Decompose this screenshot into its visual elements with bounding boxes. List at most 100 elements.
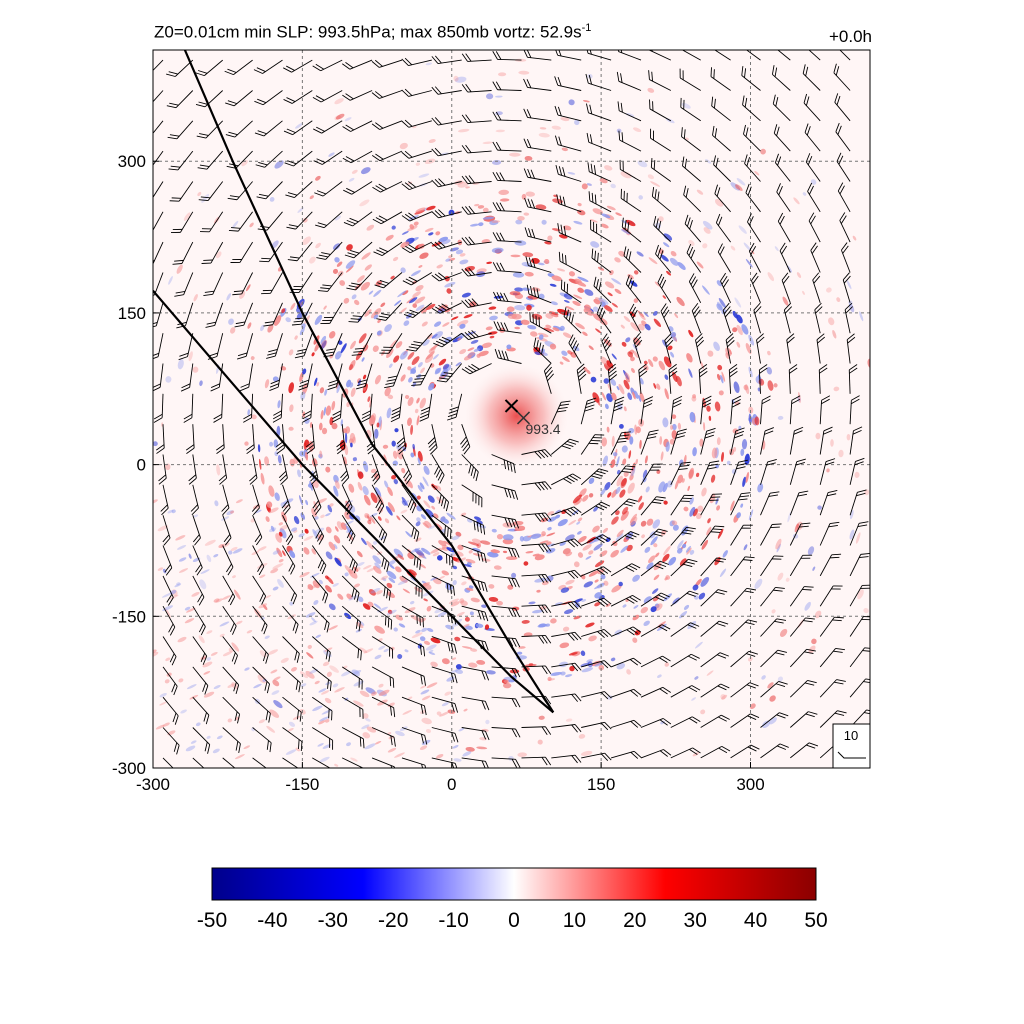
vorticity-blob <box>593 543 603 551</box>
vorticity-blob <box>500 198 510 202</box>
vorticity-blob <box>877 469 881 478</box>
vorticity-blob <box>260 324 265 332</box>
vorticity-blob <box>329 665 339 673</box>
wind-barb <box>162 727 180 755</box>
vorticity-blob <box>629 280 638 287</box>
vorticity-blob <box>361 357 365 362</box>
vorticity-blob <box>352 457 357 462</box>
vorticity-blob <box>423 500 431 509</box>
wind-barb <box>158 454 167 485</box>
vorticity-blob <box>543 327 555 332</box>
vorticity-blob <box>671 520 678 526</box>
vorticity-blob <box>743 544 748 551</box>
vorticity-blob <box>417 457 421 466</box>
vorticity-blob <box>859 311 864 322</box>
vorticity-blob <box>376 781 387 789</box>
wind-barb <box>188 454 197 485</box>
vorticity-blob <box>546 777 558 780</box>
vorticity-blob <box>604 481 611 491</box>
vorticity-blob <box>516 651 523 655</box>
wind-barb <box>311 484 322 515</box>
vorticity-blob <box>416 517 421 522</box>
vorticity-blob <box>581 599 587 602</box>
vorticity-blob <box>525 550 534 554</box>
vorticity-blob <box>716 301 724 311</box>
vorticity-blob <box>435 231 441 236</box>
vorticity-blob <box>459 598 465 604</box>
vorticity-blob <box>518 646 526 649</box>
wind-barb <box>284 150 313 167</box>
vorticity-blob <box>415 629 421 634</box>
vorticity-blob <box>388 577 396 583</box>
wind-barb <box>269 363 283 392</box>
vorticity-blob <box>137 474 143 486</box>
vorticity-blob <box>414 296 426 304</box>
vorticity-blob <box>268 507 279 514</box>
vorticity-blob <box>486 93 494 100</box>
vorticity-blob <box>607 492 612 498</box>
vorticity-blob <box>480 540 491 545</box>
vorticity-blob <box>445 258 451 262</box>
wind-barb <box>252 545 265 576</box>
vorticity-blob <box>748 656 753 662</box>
vorticity-blob <box>231 682 239 690</box>
vorticity-blob <box>421 695 431 701</box>
vorticity-blob <box>449 552 456 557</box>
vorticity-blob <box>659 436 663 445</box>
vorticity-blob <box>682 543 687 549</box>
vorticity-blob <box>320 514 325 518</box>
vorticity-blob <box>354 299 360 306</box>
vorticity-blob <box>490 549 501 554</box>
vorticity-blob <box>576 521 581 525</box>
vorticity-blob <box>162 722 170 727</box>
vorticity-blob <box>697 505 704 513</box>
vorticity-blob <box>374 487 382 499</box>
vorticity-blob <box>357 596 364 603</box>
vorticity-blob <box>692 447 697 457</box>
wind-barb <box>312 696 333 721</box>
vorticity-blob <box>620 229 631 235</box>
vorticity-blob <box>411 356 420 366</box>
vorticity-blob <box>307 644 312 649</box>
vorticity-blob <box>686 547 692 555</box>
wind-barb <box>162 575 174 606</box>
vorticity-blob <box>376 330 382 336</box>
vorticity-blob <box>511 572 517 579</box>
vorticity-blob <box>588 493 594 498</box>
vorticity-blob <box>719 568 727 578</box>
wind-barb <box>311 514 325 545</box>
vorticity-blob <box>703 422 706 431</box>
wind-barb <box>371 757 397 768</box>
vorticity-blob <box>619 489 626 498</box>
vorticity-blob <box>178 557 187 562</box>
vorticity-blob <box>215 598 223 603</box>
vorticity-blob <box>176 264 183 274</box>
vorticity-blob <box>344 511 351 520</box>
vorticity-blob <box>206 657 212 661</box>
vorticity-blob <box>428 383 435 391</box>
vorticity-blob <box>402 588 411 594</box>
vorticity-blob <box>539 127 547 130</box>
vorticity-blob <box>721 451 724 462</box>
vorticity-blob <box>677 422 682 430</box>
vorticity-blob <box>227 683 235 688</box>
vorticity-blob <box>407 351 415 360</box>
vorticity-blob <box>264 635 270 639</box>
vorticity-blob <box>707 350 714 357</box>
vorticity-blob <box>399 350 408 360</box>
vorticity-blob <box>293 516 300 525</box>
wind-barb <box>313 120 343 134</box>
vorticity-blob <box>324 697 332 704</box>
vorticity-blob <box>346 593 353 600</box>
vorticity-blob <box>586 183 592 186</box>
vorticity-blob <box>309 256 316 264</box>
vorticity-blob <box>580 662 590 667</box>
vorticity-blob <box>415 304 425 311</box>
vorticity-blob <box>549 343 557 350</box>
wind-barb <box>282 545 296 575</box>
vorticity-blob <box>438 540 447 547</box>
vorticity-blob <box>369 515 376 524</box>
vorticity-blob <box>348 569 358 579</box>
vorticity-blob <box>311 583 321 589</box>
vorticity-blob <box>563 299 570 303</box>
